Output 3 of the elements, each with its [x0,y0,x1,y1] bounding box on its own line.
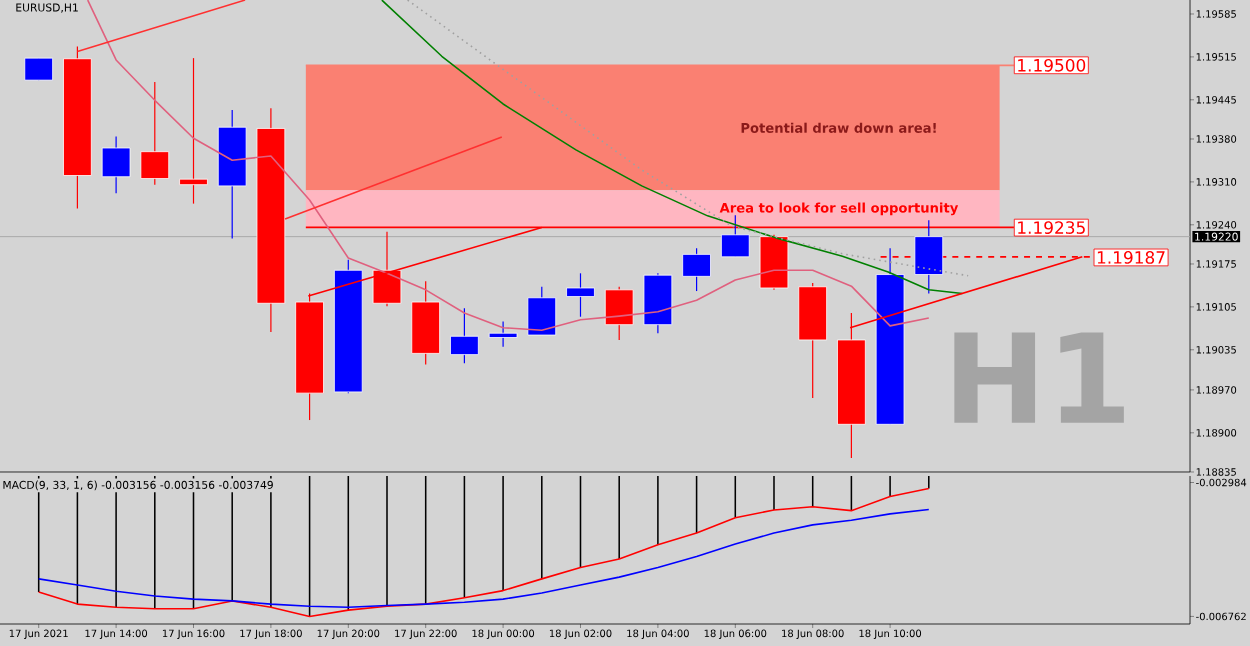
ref-line-label: 1.19500 [1018,58,1086,72]
ref-line-label: 1.19235 [1018,221,1085,235]
ref-line-label: 1.19187 [1097,251,1165,264]
